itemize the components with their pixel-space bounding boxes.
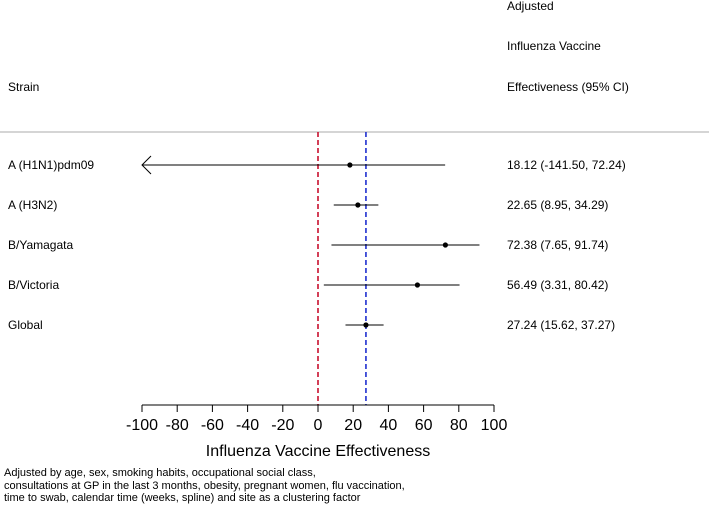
forest-plot: Strain Adjusted Influenza Vaccine Effect… bbox=[0, 0, 709, 460]
forest-row: A (H1N1)pdm09 18.12 (-141.50, 72.24) bbox=[8, 155, 626, 175]
footnote-line-2: consultations at GP in the last 3 months… bbox=[4, 479, 405, 492]
plot-area: A (H1N1)pdm09 18.12 (-141.50, 72.24) A (H3… bbox=[8, 132, 626, 405]
ve-estimate-label: 56.49 (3.31, 80.42) bbox=[507, 278, 608, 292]
ve-header-line-2: Influenza Vaccine bbox=[507, 39, 601, 53]
strain-label: B/Yamagata bbox=[8, 238, 73, 252]
forest-row: A (H3N2) 22.65 (8.95, 34.29) bbox=[8, 198, 608, 212]
x-axis-label: Influenza Vaccine Effectiveness bbox=[206, 443, 430, 460]
ve-header-line-3: Effectiveness (95% CI) bbox=[507, 80, 629, 94]
footnote: Adjusted by age, sex, smoking habits, oc… bbox=[4, 467, 704, 505]
x-tick-label: 60 bbox=[415, 417, 433, 434]
footnote-line-1: Adjusted by age, sex, smoking habits, oc… bbox=[4, 467, 316, 479]
x-axis: -100 -80 -60 -40 -20 0 20 40 60 80 100 bbox=[126, 404, 508, 434]
point-estimate bbox=[355, 202, 361, 208]
footnote-line-3: time to swab, calendar time (weeks, spli… bbox=[4, 492, 361, 504]
x-tick-label: 0 bbox=[314, 417, 323, 434]
point-estimate bbox=[442, 242, 448, 248]
strain-label: A (H1N1)pdm09 bbox=[8, 158, 94, 172]
point-estimate bbox=[363, 322, 369, 328]
ve-estimate-label: 72.38 (7.65, 91.74) bbox=[507, 238, 608, 252]
x-tick-label: -40 bbox=[236, 417, 259, 434]
x-tick-label: -20 bbox=[271, 417, 294, 434]
ve-header-line-1: Adjusted bbox=[507, 0, 554, 13]
ve-estimate-label: 27.24 (15.62, 37.27) bbox=[507, 318, 615, 332]
ve-estimate-label: 22.65 (8.95, 34.29) bbox=[507, 198, 608, 212]
strain-label: Global bbox=[8, 318, 43, 332]
point-estimate bbox=[414, 282, 421, 288]
point-estimate bbox=[347, 162, 353, 168]
strain-label: B/Victoria bbox=[8, 278, 59, 292]
x-tick-label: -80 bbox=[166, 417, 189, 434]
x-tick-label: -100 bbox=[126, 417, 158, 434]
x-tick-label: 20 bbox=[344, 417, 362, 434]
x-tick-label: 80 bbox=[450, 417, 468, 434]
strain-column-header: Strain bbox=[8, 80, 39, 94]
x-tick-label: -60 bbox=[201, 417, 224, 434]
strain-label: A (H3N2) bbox=[8, 198, 57, 212]
forest-row: B/Victoria 56.49 (3.31, 80.42) bbox=[8, 278, 608, 292]
forest-row: Global 27.24 (15.62, 37.27) bbox=[8, 318, 615, 332]
x-tick-label: 100 bbox=[481, 417, 508, 434]
x-tick-label: 40 bbox=[380, 417, 398, 434]
forest-row: B/Yamagata 72.38 (7.65, 91.74) bbox=[8, 238, 608, 252]
ci-truncation-arrow bbox=[141, 155, 152, 175]
ve-estimate-label: 18.12 (-141.50, 72.24) bbox=[507, 158, 626, 172]
